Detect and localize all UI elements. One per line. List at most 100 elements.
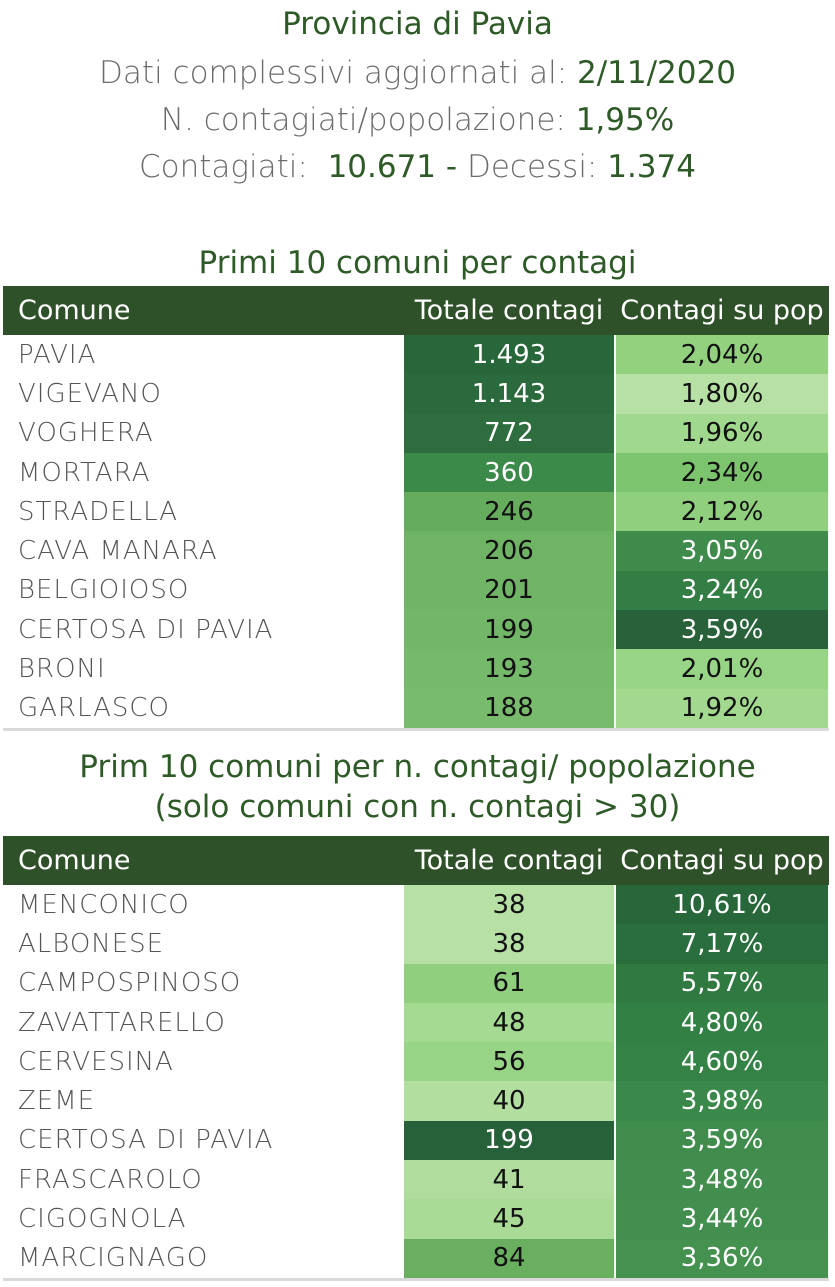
comune-cell: ALBONESE — [18, 928, 165, 959]
table-row[interactable]: ALBONESE 38 7,17% — [3, 924, 830, 964]
table-row[interactable]: VOGHERA 772 1,96% — [3, 413, 830, 453]
table-row[interactable]: ZAVATTARELLO 48 4,80% — [3, 1002, 830, 1043]
totale-contagi-cell: 1.143 — [402, 374, 616, 414]
comune-cell: STRADELLA — [18, 496, 178, 527]
table-row[interactable]: STRADELLA 246 2,12% — [3, 492, 830, 532]
table-row[interactable]: BRONI 193 2,01% — [3, 649, 830, 689]
contagi-su-pop-cell: 3,24% — [614, 570, 830, 611]
totale-contagi-cell: 188 — [402, 688, 616, 728]
contagi-su-pop-cell: 2,34% — [614, 452, 830, 493]
totale-contagi-cell: 199 — [402, 610, 616, 650]
table2-title-line2: (solo comuni con n. contagi > 30) — [154, 789, 681, 825]
totale-contagi-cell: 45 — [402, 1199, 616, 1239]
updated-line: Dati complessivi aggiornati al: 2/11/202… — [0, 55, 835, 91]
table-row[interactable]: CAVA MANARA 206 3,05% — [3, 531, 830, 571]
table-row[interactable]: CERTOSA DI PAVIA 199 3,59% — [3, 1120, 830, 1161]
table-row[interactable]: CAMPOSPINOSO 61 5,57% — [3, 963, 830, 1003]
table-row[interactable]: BELGIOIOSO 201 3,24% — [3, 570, 830, 611]
column-header-comune[interactable]: Comune — [3, 286, 403, 335]
updated-value: 2/11/2020 — [577, 55, 736, 91]
ratio-value: 1,95% — [575, 102, 675, 138]
contagi-su-pop-cell: 3,36% — [614, 1238, 830, 1278]
table-row[interactable]: MARCIGNAGO 84 3,36% — [3, 1238, 830, 1278]
table-row[interactable]: CERVESINA 56 4,60% — [3, 1042, 830, 1082]
comune-cell: PAVIA — [18, 339, 97, 370]
contagi-su-pop-cell: 3,44% — [614, 1199, 830, 1239]
table-row[interactable]: GARLASCO 188 1,92% — [3, 688, 830, 728]
column-header-totale[interactable]: Totale contagi — [403, 836, 615, 885]
separator: - — [436, 149, 467, 185]
totale-contagi-cell: 61 — [402, 963, 616, 1003]
column-header-pct[interactable]: Contagi su pop — [615, 286, 829, 335]
totale-contagi-cell: 48 — [402, 1002, 616, 1043]
table-row[interactable]: CERTOSA DI PAVIA 199 3,59% — [3, 610, 830, 650]
table2-title-line1: Prim 10 comuni per n. contagi/ popolazio… — [79, 749, 756, 785]
totale-contagi-cell: 193 — [402, 649, 616, 689]
ratio-label: N. contagiati/popolazione: — [160, 102, 576, 138]
contagi-su-pop-cell: 1,92% — [614, 688, 830, 728]
table-row[interactable]: ZEME 40 3,98% — [3, 1081, 830, 1121]
totale-contagi-cell: 1.493 — [402, 335, 616, 375]
comune-cell: CAMPOSPINOSO — [18, 968, 242, 999]
comune-cell: FRASCAROLO — [18, 1164, 203, 1195]
contagi-su-pop-cell: 3,59% — [614, 1120, 830, 1161]
table2-title: Prim 10 comuni per n. contagi/ popolazio… — [0, 747, 835, 827]
updated-label: Dati complessivi aggiornati al: — [99, 55, 577, 91]
contagi-su-pop-cell: 7,17% — [614, 924, 830, 964]
ratio-line: N. contagiati/popolazione: 1,95% — [0, 102, 835, 138]
comune-cell: CERVESINA — [18, 1046, 174, 1077]
deaths-value: 1.374 — [607, 149, 696, 185]
cases-label: Contagiati: — [139, 149, 328, 185]
comune-cell: MENCONICO — [18, 889, 190, 920]
comune-cell: ZEME — [18, 1086, 96, 1117]
table-row[interactable]: CIGOGNOLA 45 3,44% — [3, 1199, 830, 1239]
top-ratio-table: Comune Totale contagi Contagi su pop MEN… — [3, 836, 830, 1278]
divider — [3, 728, 829, 731]
contagi-su-pop-cell: 2,01% — [614, 649, 830, 689]
contagi-su-pop-cell: 3,59% — [614, 610, 830, 650]
contagi-su-pop-cell: 2,04% — [614, 335, 830, 375]
column-header-totale[interactable]: Totale contagi — [403, 286, 615, 335]
table-row[interactable]: VIGEVANO 1.143 1,80% — [3, 374, 830, 414]
table-header-row: Comune Totale contagi Contagi su pop — [3, 836, 829, 885]
column-header-pct[interactable]: Contagi su pop — [615, 836, 829, 885]
contagi-su-pop-cell: 3,05% — [614, 531, 830, 571]
comune-cell: CERTOSA DI PAVIA — [18, 614, 274, 645]
totale-contagi-cell: 360 — [402, 452, 616, 493]
comune-cell: MORTARA — [18, 457, 151, 488]
contagi-su-pop-cell: 3,48% — [614, 1160, 830, 1200]
column-header-comune[interactable]: Comune — [3, 836, 403, 885]
top-cases-table: Comune Totale contagi Contagi su pop PAV… — [3, 286, 830, 728]
totale-contagi-cell: 772 — [402, 413, 616, 453]
comune-cell: VOGHERA — [18, 418, 154, 449]
comune-cell: MARCIGNAGO — [18, 1243, 209, 1274]
comune-cell: ZAVATTARELLO — [18, 1007, 226, 1038]
totale-contagi-cell: 199 — [402, 1120, 616, 1161]
totale-contagi-cell: 246 — [402, 492, 616, 532]
totale-contagi-cell: 206 — [402, 531, 616, 571]
table-row[interactable]: PAVIA 1.493 2,04% — [3, 335, 830, 375]
totale-contagi-cell: 84 — [402, 1238, 616, 1278]
divider — [3, 1278, 829, 1281]
comune-cell: BELGIOIOSO — [18, 575, 190, 606]
comune-cell: BRONI — [18, 654, 106, 685]
contagi-su-pop-cell: 1,96% — [614, 413, 830, 453]
comune-cell: CAVA MANARA — [18, 536, 218, 567]
comune-cell: CIGOGNOLA — [18, 1204, 187, 1235]
comune-cell: VIGEVANO — [18, 378, 162, 409]
table-row[interactable]: MENCONICO 38 10,61% — [3, 885, 830, 925]
contagi-su-pop-cell: 5,57% — [614, 963, 830, 1003]
totale-contagi-cell: 40 — [402, 1081, 616, 1121]
contagi-su-pop-cell: 2,12% — [614, 492, 830, 532]
totale-contagi-cell: 56 — [402, 1042, 616, 1082]
totale-contagi-cell: 201 — [402, 570, 616, 611]
totale-contagi-cell: 38 — [402, 924, 616, 964]
table-row[interactable]: MORTARA 360 2,34% — [3, 452, 830, 493]
comune-cell: GARLASCO — [18, 693, 170, 724]
page-title: Provincia di Pavia — [282, 6, 553, 42]
table-header-row: Comune Totale contagi Contagi su pop — [3, 286, 829, 335]
contagi-su-pop-cell: 1,80% — [614, 374, 830, 414]
contagi-su-pop-cell: 10,61% — [614, 885, 830, 925]
cases-deaths-line: Contagiati: 10.671 - Decessi: 1.374 — [0, 149, 835, 185]
table-row[interactable]: FRASCAROLO 41 3,48% — [3, 1160, 830, 1200]
